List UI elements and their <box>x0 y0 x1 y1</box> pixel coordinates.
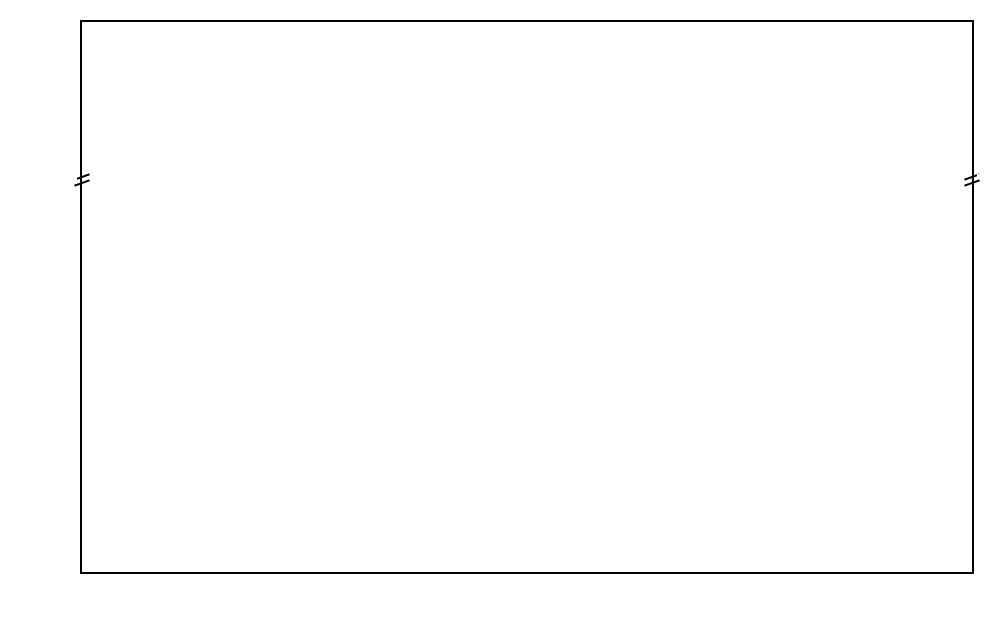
y-axis-break-left <box>74 172 90 192</box>
plot-area <box>82 22 972 572</box>
xrd-chart <box>80 20 974 574</box>
y-axis-break-right <box>964 172 980 192</box>
spectra-svg <box>82 22 972 572</box>
